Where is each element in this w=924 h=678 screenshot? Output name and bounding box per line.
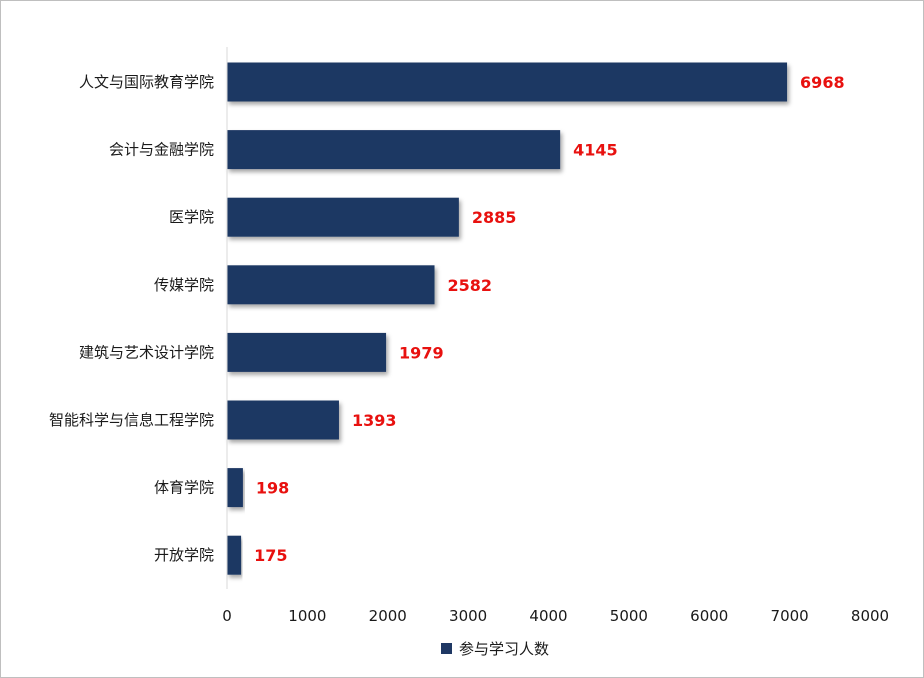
data-label: 2582 <box>448 276 493 295</box>
category-label: 建筑与艺术设计学院 <box>79 343 214 361</box>
x-tick-label: 7000 <box>771 607 809 625</box>
category-label: 开放学院 <box>154 546 214 564</box>
data-label: 4145 <box>573 141 618 160</box>
bar <box>227 197 459 237</box>
bar <box>227 535 242 575</box>
bar <box>227 62 788 102</box>
x-tick-label: 2000 <box>369 607 407 625</box>
x-tick-label: 1000 <box>288 607 326 625</box>
category-label: 智能科学与信息工程学院 <box>49 411 214 429</box>
x-tick-label: 6000 <box>690 607 728 625</box>
x-tick-label: 0 <box>222 607 232 625</box>
x-tick-label: 5000 <box>610 607 648 625</box>
x-tick-label: 3000 <box>449 607 487 625</box>
data-label: 1979 <box>399 343 444 362</box>
category-label: 人文与国际教育学院 <box>79 73 214 91</box>
legend-swatch <box>441 643 452 654</box>
data-label: 175 <box>254 546 287 565</box>
legend-label: 参与学习人数 <box>459 640 549 658</box>
x-tick-label: 4000 <box>529 607 567 625</box>
x-tick-label: 8000 <box>851 607 889 625</box>
data-label: 2885 <box>472 208 517 227</box>
bar <box>227 332 387 372</box>
bar <box>227 468 243 508</box>
data-label: 6968 <box>800 73 845 92</box>
category-label: 医学院 <box>169 208 214 226</box>
bar <box>227 130 561 170</box>
category-label: 会计与金融学院 <box>109 141 214 159</box>
data-label: 1393 <box>352 411 397 430</box>
data-label: 198 <box>256 479 289 498</box>
bar <box>227 265 435 305</box>
category-label: 传媒学院 <box>154 276 214 294</box>
category-label: 体育学院 <box>154 479 214 497</box>
bar <box>227 400 339 440</box>
